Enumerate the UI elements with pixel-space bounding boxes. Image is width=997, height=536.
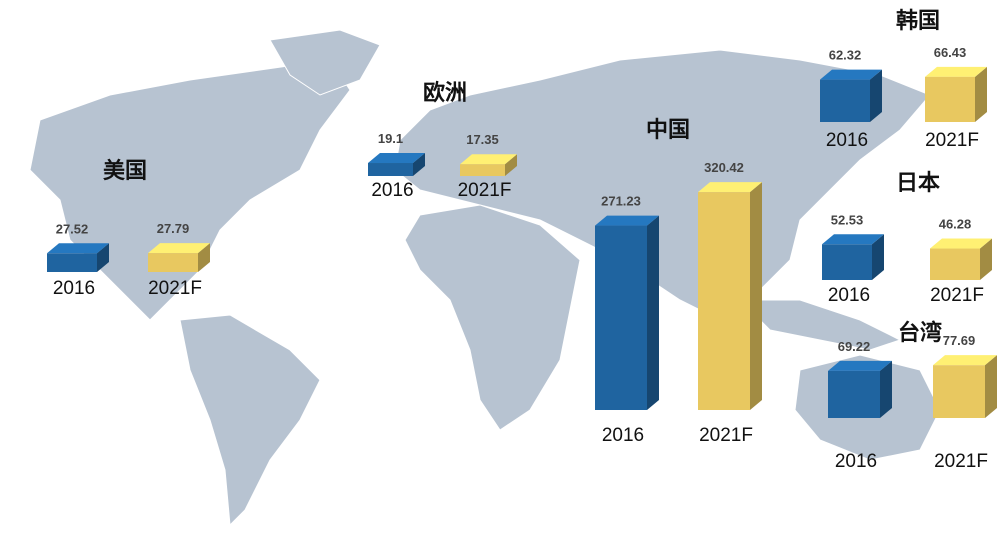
category-label: 2021F: [148, 278, 202, 299]
value-label: 62.32: [829, 48, 862, 63]
bar-side: [505, 154, 517, 176]
value-label: 27.52: [56, 221, 89, 236]
bar-top: [930, 238, 992, 249]
bar-side: [880, 360, 892, 418]
category-label: 2021F: [925, 130, 979, 151]
category-label: 2016: [53, 278, 95, 299]
south-america: [179, 314, 321, 527]
bar-top: [460, 154, 517, 165]
bar-side: [97, 243, 109, 272]
bar-top: [47, 243, 109, 254]
category-label: 2021F: [699, 425, 753, 446]
greenland: [269, 29, 381, 96]
value-label: 46.28: [939, 217, 972, 232]
bar: [698, 192, 750, 410]
region-title: 中国: [646, 117, 690, 143]
bar-top: [698, 182, 762, 193]
bar-side: [647, 215, 659, 410]
bar: [595, 225, 647, 410]
bar-top: [933, 355, 997, 366]
category-label: 2016: [602, 425, 644, 446]
eurasia: [394, 49, 931, 321]
bar-side: [750, 182, 762, 410]
value-label: 19.1: [378, 131, 403, 146]
bar: [828, 370, 880, 418]
value-label: 17.35: [466, 132, 499, 147]
bar: [368, 163, 413, 176]
category-label: 2016: [828, 285, 870, 306]
category-label: 2016: [835, 451, 877, 472]
region-title: 日本: [896, 170, 940, 196]
category-label: 2016: [371, 180, 413, 201]
bar: [925, 76, 975, 122]
bar-side: [872, 234, 884, 280]
value-label: 66.43: [934, 45, 967, 60]
bar: [460, 164, 505, 176]
category-label: 2021F: [930, 285, 984, 306]
bar-side: [985, 355, 997, 418]
bar-top: [595, 215, 659, 226]
bar: [47, 253, 97, 272]
bar: [930, 248, 980, 280]
bar: [148, 253, 198, 272]
category-label: 2016: [826, 130, 868, 151]
value-label: 27.79: [157, 221, 190, 236]
bar: [822, 244, 872, 280]
bar-top: [368, 153, 425, 164]
bar-top: [828, 360, 892, 371]
region-title: 韩国: [896, 8, 940, 34]
bar-side: [413, 153, 425, 176]
bar-side: [198, 243, 210, 272]
region-title: 台湾: [898, 320, 942, 346]
category-label: 2021F: [934, 451, 988, 472]
region-title: 欧洲: [423, 80, 467, 106]
value-label: 69.22: [838, 339, 871, 354]
bar-top: [822, 234, 884, 245]
bar: [820, 79, 870, 122]
southeast-asia: [738, 299, 902, 351]
value-label: 77.69: [943, 333, 976, 348]
bar-top: [925, 66, 987, 77]
bar: [933, 365, 985, 418]
region-title: 美国: [103, 158, 147, 184]
value-label: 271.23: [601, 194, 641, 209]
value-label: 52.53: [831, 212, 864, 227]
north-america: [29, 59, 351, 321]
bar-side: [975, 66, 987, 122]
bar-side: [980, 238, 992, 280]
bar-top: [148, 243, 210, 254]
value-label: 320.42: [704, 160, 744, 175]
bar-side: [870, 69, 882, 122]
bar-top: [820, 69, 882, 80]
category-label: 2021F: [458, 180, 512, 201]
africa: [404, 204, 581, 431]
